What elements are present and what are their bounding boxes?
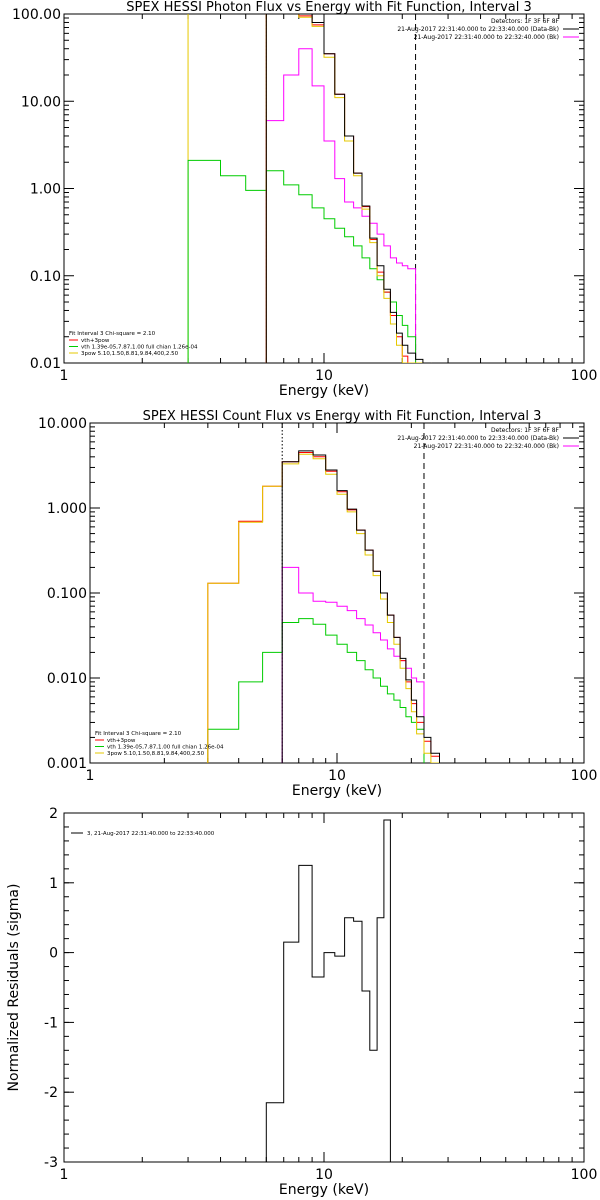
chart-panel-2: SPEX HESSI Count Flux vs Energy with Fit…: [38, 409, 597, 799]
legend-title: Fit Interval 3 Chi-square = 2.10: [69, 331, 156, 337]
legend-title: Fit Interval 3 Chi-square = 2.10: [95, 731, 182, 737]
legend-entry: 3pow 5.10,1.50,8.81,9.84,400,2.50: [107, 751, 205, 757]
y-axis-label: Normalized Residuals (sigma): [6, 884, 22, 1092]
info-line: Detectors: 1F 3F 6F 8F: [491, 427, 560, 434]
series-line-1: [281, 566, 425, 763]
x-tick-label: 10: [315, 368, 333, 384]
series-line-2: [187, 159, 417, 363]
series-line-4: [265, 14, 432, 363]
y-tick-label: 0: [49, 946, 58, 962]
y-tick-label: 2: [49, 806, 58, 822]
y-tick-label: 1.000: [47, 501, 87, 517]
plot-frame: [63, 13, 585, 364]
y-tick-label: -2: [44, 1085, 58, 1101]
x-tick-label: 100: [571, 768, 598, 784]
info-line: 21-Aug-2017 22:31:40.000 to 22:32:40.000…: [414, 34, 559, 41]
x-tick-label: 100: [571, 368, 598, 384]
x-tick-label: 10: [315, 1167, 333, 1183]
chart-title: SPEX HESSI Photon Flux vs Energy with Fi…: [126, 0, 532, 15]
x-tick-label: 10: [328, 768, 346, 784]
chart-title: SPEX HESSI Count Flux vs Energy with Fit…: [143, 409, 542, 424]
y-tick-label: 1.00: [30, 182, 61, 198]
info-line: 21-Aug-2017 22:31:40.000 to 22:33:40.000…: [397, 435, 559, 442]
legend-entry: vth 1.39e-05,7.87,1.00 full chian 1.26e-…: [81, 345, 198, 351]
series-line-1: [265, 48, 417, 363]
legend-entry: vth+3pow: [107, 738, 136, 744]
series-line-3: [207, 452, 440, 763]
chart-panel-3: 1 10 100 Energy (keV) -3 -2 -1 0 1 2 Normalized Re…: [6, 806, 597, 1198]
series-line-2: [207, 618, 425, 763]
x-axis-label: Energy (keV): [279, 383, 369, 399]
x-tick-label: 100: [571, 1167, 598, 1183]
y-tick-label: -1: [44, 1015, 58, 1031]
series-line-1: [265, 819, 391, 1162]
series-line-3: [265, 14, 432, 363]
series-line-5: [265, 14, 432, 363]
y-tick-label: -3: [44, 1155, 58, 1171]
y-tick-label: 100.00: [12, 7, 61, 23]
y-tick-label: 0.10: [30, 269, 61, 285]
legend-entry: 3, 21-Aug-2017 22:31:40.000 to 22:33:40.…: [87, 831, 215, 837]
x-tick-label: 1: [60, 1167, 69, 1183]
x-axis-label: Energy (keV): [279, 1182, 369, 1198]
series-line-5: [281, 450, 440, 763]
y-tick-label: 10.000: [38, 416, 87, 432]
y-tick-label: 0.001: [47, 756, 87, 772]
legend-entry: vth+3pow: [81, 338, 110, 344]
chart-panel-1: SPEX HESSI Photon Flux vs Energy with Fi…: [12, 0, 597, 399]
y-tick-label: 0.01: [30, 356, 61, 372]
x-tick-label: 1: [60, 368, 69, 384]
series-line-4: [207, 453, 440, 763]
y-tick-label: 10.00: [21, 94, 61, 110]
y-tick-label: 0.010: [47, 671, 87, 687]
plot-frame: [63, 812, 585, 1163]
info-line: Detectors: 1F 3F 6F 8F: [491, 18, 560, 25]
info-line: 21-Aug-2017 22:31:40.000 to 22:32:40.000…: [414, 443, 559, 450]
legend-entry: vth 1.39e-05,7.87,1.00 full chian 1.26e-…: [107, 745, 224, 751]
y-tick-label: 0.100: [47, 586, 87, 602]
x-tick-label: 1: [86, 768, 95, 784]
info-line: 21-Aug-2017 22:31:40.000 to 22:33:40.000…: [397, 26, 559, 33]
y-tick-label: 1: [49, 876, 58, 892]
legend-entry: 3pow 5.10,1.50,8.81,9.84,400,2.50: [81, 351, 179, 357]
x-axis-label: Energy (keV): [292, 783, 382, 799]
